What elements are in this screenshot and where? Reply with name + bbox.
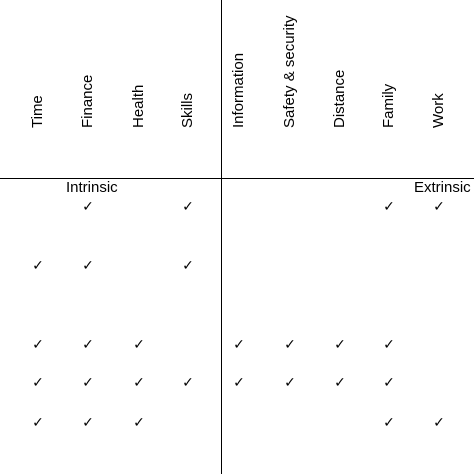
check-mark: ✓ xyxy=(433,199,445,215)
column-header-label: Work xyxy=(430,93,447,128)
check-mark: ✓ xyxy=(32,375,44,391)
check-mark: ✓ xyxy=(383,415,395,431)
check-mark: ✓ xyxy=(182,375,194,391)
check-mark: ✓ xyxy=(32,337,44,353)
column-header-label: Health xyxy=(130,84,147,128)
check-mark: ✓ xyxy=(82,199,94,215)
horizontal-divider xyxy=(0,178,474,179)
check-mark: ✓ xyxy=(82,337,94,353)
check-mark: ✓ xyxy=(383,375,395,391)
check-mark: ✓ xyxy=(133,337,145,353)
check-mark: ✓ xyxy=(32,415,44,431)
check-mark: ✓ xyxy=(383,337,395,353)
check-mark: ✓ xyxy=(334,375,346,391)
check-mark: ✓ xyxy=(32,258,44,274)
check-mark: ✓ xyxy=(334,337,346,353)
vertical-divider xyxy=(221,0,222,474)
check-mark: ✓ xyxy=(82,415,94,431)
check-mark: ✓ xyxy=(284,375,296,391)
check-mark: ✓ xyxy=(233,375,245,391)
column-header-label: Safety & security xyxy=(281,15,298,128)
check-mark: ✓ xyxy=(383,199,395,215)
column-header-label: Skills xyxy=(179,92,196,128)
check-mark: ✓ xyxy=(233,337,245,353)
column-header-label: Distance xyxy=(331,69,348,128)
check-mark: ✓ xyxy=(182,258,194,274)
group-label-extrinsic: Extrinsic xyxy=(414,179,471,196)
check-mark: ✓ xyxy=(433,415,445,431)
group-label-intrinsic: Intrinsic xyxy=(66,179,118,196)
column-header-label: Information xyxy=(230,52,247,128)
check-mark: ✓ xyxy=(182,199,194,215)
check-mark: ✓ xyxy=(284,337,296,353)
check-mark: ✓ xyxy=(133,375,145,391)
check-mark: ✓ xyxy=(133,415,145,431)
column-header-label: Time xyxy=(29,95,46,128)
check-mark: ✓ xyxy=(82,258,94,274)
column-header-label: Finance xyxy=(79,74,96,128)
column-header-label: Family xyxy=(380,83,397,128)
check-mark: ✓ xyxy=(82,375,94,391)
